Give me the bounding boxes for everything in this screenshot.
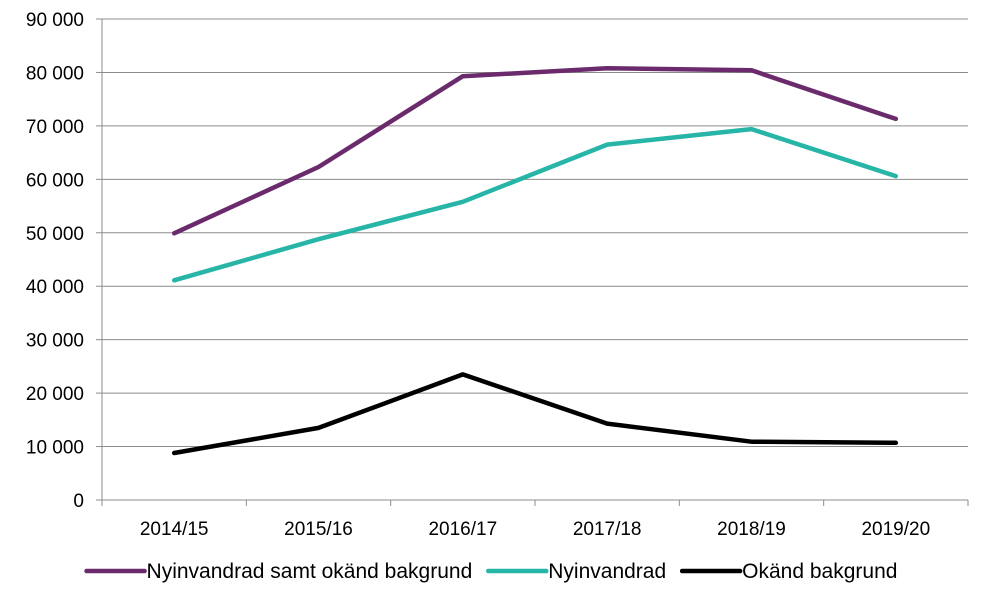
y-tick-label: 90 000 bbox=[26, 10, 84, 31]
gridlines bbox=[102, 18, 968, 448]
legend-label: Okänd bakgrund bbox=[742, 560, 897, 583]
legend: Nyinvandrad samt okänd bakgrund Nyinvandr… bbox=[84, 560, 897, 583]
x-tick-label: 2014/15 bbox=[140, 519, 209, 540]
y-tick-label: 40 000 bbox=[26, 277, 84, 298]
y-tick-label: 20 000 bbox=[26, 384, 84, 405]
y-tick-label: 60 000 bbox=[26, 170, 84, 191]
series-line-1 bbox=[171, 126, 899, 283]
y-axis-tick-labels: 0 10 000 20 000 30 000 40 000 50 000 60 000 70 … bbox=[26, 10, 84, 512]
series-line-0 bbox=[171, 65, 899, 236]
y-tick-label: 10 000 bbox=[26, 438, 84, 459]
axes bbox=[96, 18, 969, 506]
x-tick-label: 2017/18 bbox=[573, 519, 642, 540]
y-tick-label: 30 000 bbox=[26, 331, 84, 352]
series-lines bbox=[171, 65, 899, 456]
x-tick-label: 2015/16 bbox=[284, 519, 353, 540]
x-axis-tick-labels: 2014/15 2015/16 2016/17 2017/18 2018/19 2019/… bbox=[140, 519, 930, 540]
y-tick-label: 80 000 bbox=[26, 63, 84, 84]
x-tick-label: 2016/17 bbox=[428, 519, 497, 540]
y-tick-label: 50 000 bbox=[26, 224, 84, 245]
y-tick-label: 0 bbox=[73, 491, 84, 512]
y-tick-label: 70 000 bbox=[26, 117, 84, 138]
x-tick-label: 2018/19 bbox=[717, 519, 786, 540]
legend-label: Nyinvandrad bbox=[548, 560, 666, 583]
series-line-2 bbox=[171, 372, 899, 456]
legend-label: Nyinvandrad samt okänd bakgrund bbox=[147, 560, 473, 583]
x-tick-label: 2019/20 bbox=[861, 519, 930, 540]
